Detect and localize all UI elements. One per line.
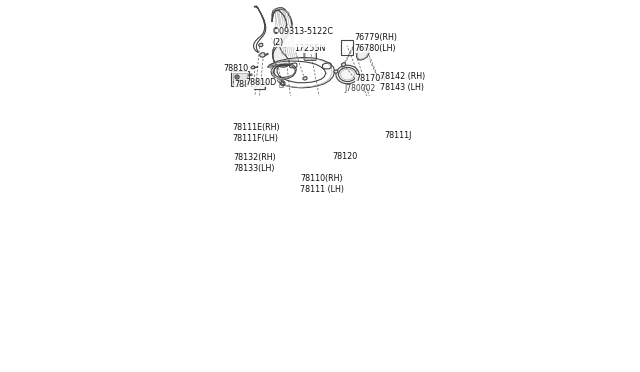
Text: Ⓢ: Ⓢ [279,79,284,88]
Text: 78132(RH)
78133(LH): 78132(RH) 78133(LH) [234,153,276,173]
Bar [255,83,264,88]
Text: J780002: J780002 [344,84,375,93]
Bar [233,73,247,84]
Text: 17255N: 17255N [294,44,326,53]
Polygon shape [303,77,307,80]
Ellipse shape [336,65,359,84]
Text: 78810: 78810 [223,64,248,73]
Polygon shape [356,48,369,60]
Circle shape [280,81,285,86]
Text: 78142 (RH)
78143 (LH): 78142 (RH) 78143 (LH) [380,72,426,92]
Circle shape [236,76,238,78]
Polygon shape [260,53,266,57]
Polygon shape [251,66,255,69]
Bar [232,71,249,86]
Text: 78111J: 78111J [384,131,412,140]
Circle shape [235,75,239,79]
Text: 78111E(RH)
78111F(LH): 78111E(RH) 78111F(LH) [232,123,280,143]
Text: ©09313-5122C
(2): ©09313-5122C (2) [272,27,334,47]
Bar [254,82,265,89]
Polygon shape [259,43,263,47]
Text: 78110(RH)
78111 (LH): 78110(RH) 78111 (LH) [300,174,344,195]
Polygon shape [333,70,338,73]
Text: 78815P: 78815P [234,80,264,89]
Text: 78120: 78120 [332,152,357,161]
Polygon shape [272,8,292,67]
Text: 76779(RH)
76780(LH): 76779(RH) 76780(LH) [354,33,397,53]
Bar [340,40,353,55]
Text: 78170N: 78170N [355,74,387,83]
Polygon shape [341,62,346,66]
Text: 78810D: 78810D [246,78,276,87]
